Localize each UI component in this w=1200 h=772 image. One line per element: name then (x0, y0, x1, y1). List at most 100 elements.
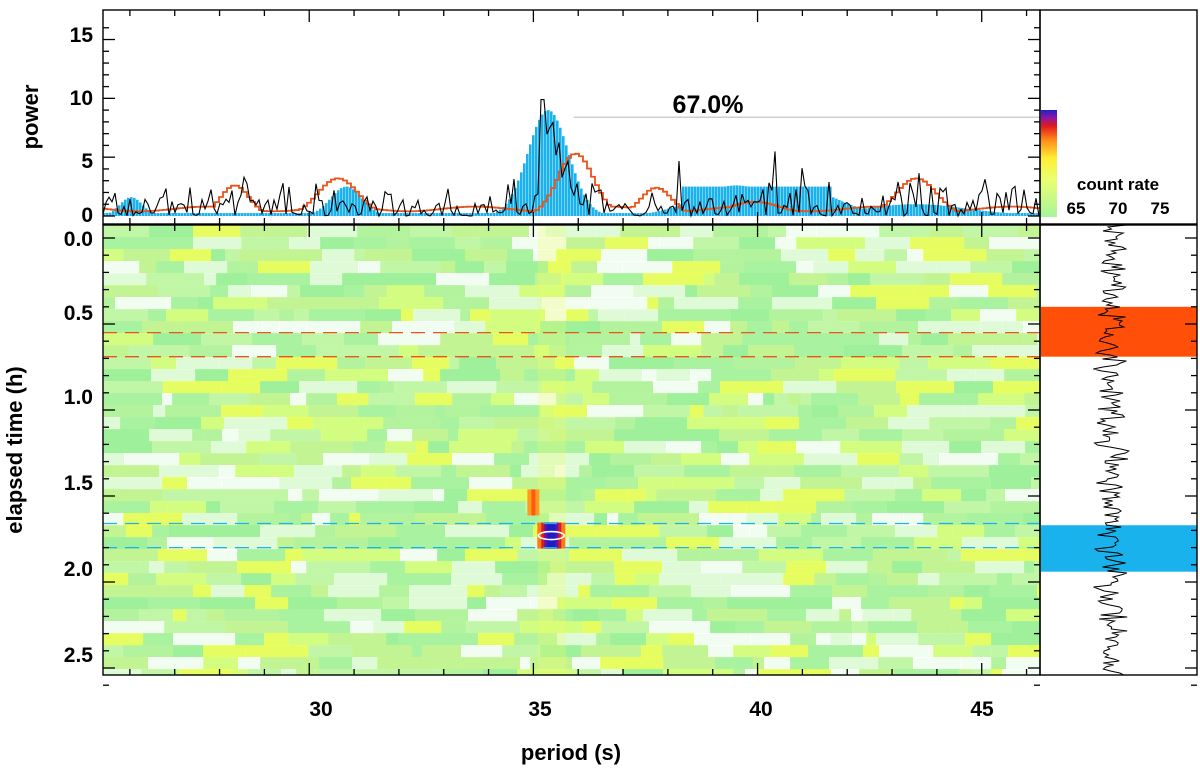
heatmap-cell (349, 513, 361, 526)
heatmap-cell (730, 465, 770, 478)
periodogram-blue-bar (811, 186, 814, 216)
heatmap-cell (750, 285, 773, 298)
heatmap-cell (928, 357, 992, 370)
heatmap-cell (649, 621, 711, 634)
heatmap-cell (300, 249, 323, 262)
periodogram-blue-bar (694, 186, 697, 216)
periodogram-blue-bar (427, 213, 430, 216)
heatmap-cell (808, 645, 864, 658)
heatmap-cell (638, 477, 673, 490)
heatmap-cell (287, 369, 326, 382)
heatmap-cell (646, 633, 670, 646)
periodogram-blue-bar (1009, 213, 1012, 216)
heatmap-cell (356, 501, 415, 514)
heatmap-cell (455, 261, 485, 274)
heatmap-cell (899, 465, 929, 478)
periodogram-blue-bar (1012, 213, 1015, 216)
heatmap-cell (964, 585, 990, 598)
heatmap-cell (489, 297, 543, 310)
heatmap-cell (640, 333, 672, 346)
heatmap-cell (669, 633, 695, 646)
periodogram-blue-bar (409, 213, 412, 216)
heatmap-cell (206, 609, 225, 622)
heatmap-cell (394, 381, 448, 394)
periodogram-blue-bar (691, 186, 694, 216)
heatmap-cell (989, 237, 1040, 250)
heatmap-cell (418, 345, 473, 358)
heatmap-cell (103, 273, 147, 286)
heatmap-cell (759, 549, 824, 562)
heatmap-cell (739, 237, 776, 250)
heatmap-cell (948, 549, 962, 562)
periodogram-blue-bar (769, 186, 772, 216)
heatmap-cell (814, 573, 837, 586)
heatmap-cell (128, 573, 157, 586)
heatmap-cell (624, 441, 667, 454)
periodogram-blue-bar (493, 212, 496, 216)
periodogram-blue-bar (874, 207, 877, 216)
heatmap-cell (968, 621, 1013, 634)
periodogram-blue-bar (169, 213, 172, 216)
periodogram-blue-bar (103, 213, 106, 216)
heatmap-cell (872, 513, 904, 526)
heatmap-cell (387, 429, 413, 442)
heatmap-cell (748, 345, 795, 358)
heatmap-cell (863, 645, 880, 658)
heatmap-cell (277, 537, 294, 550)
heatmap-cell (575, 369, 600, 382)
periodogram-blue-bar (634, 213, 637, 216)
periodogram-blue-bar (325, 203, 328, 216)
periodogram-blue-bar (907, 204, 910, 216)
heatmap-cell (494, 453, 530, 466)
heatmap-cell (233, 321, 263, 334)
heatmap-cell (483, 669, 518, 675)
periodogram-blue-bar (889, 205, 892, 216)
heatmap-cell (312, 513, 331, 526)
heatmap-cell (234, 669, 249, 675)
heatmap-cell (480, 405, 531, 418)
heatmap-cell (173, 633, 236, 646)
heatmap-cell (878, 657, 914, 670)
periodogram-blue-bar (919, 204, 922, 216)
heatmap-cell (333, 417, 364, 430)
periodogram-blue-bar (532, 135, 535, 216)
heatmap-cell (267, 297, 331, 310)
heatmap-cell (954, 381, 994, 394)
periodogram-blue-bar (706, 186, 709, 216)
time-tick-1-5: 1.5 (64, 472, 94, 495)
heatmap-cell (961, 657, 992, 670)
power-tick-15: 15 (70, 24, 94, 47)
heatmap-cell (386, 237, 410, 250)
periodogram-blue-bar (241, 213, 244, 216)
periodogram-blue-bar (592, 207, 595, 216)
periodogram-blue-bar (313, 212, 316, 216)
periodogram-blue-bar (448, 213, 451, 216)
heatmap-cell (699, 513, 747, 526)
periodogram-blue-bar (451, 213, 454, 216)
heatmap-cell (221, 381, 261, 394)
heatmap-cell (319, 657, 353, 670)
heatmap-cell (415, 393, 453, 406)
heatmap-cell (749, 453, 805, 466)
periodogram-blue-bar (805, 186, 808, 216)
heatmap-cell (939, 573, 998, 586)
periodogram-blue-bar (343, 186, 346, 216)
periodogram-blue-bar (781, 186, 784, 216)
heatmap-cell (788, 393, 802, 406)
heatmap-cell (184, 261, 228, 274)
heatmap-cell (735, 621, 765, 634)
heatmap-cell (895, 369, 948, 382)
periodogram-blue-bar (619, 213, 622, 216)
heatmap-cell (581, 645, 642, 658)
heatmap-cell (929, 633, 966, 646)
periodogram-blue-bar (112, 210, 115, 216)
heatmap-cell (465, 549, 518, 562)
secondary-peak-core (531, 489, 536, 516)
heatmap-cell (288, 585, 312, 598)
periodogram-blue-bar (655, 211, 658, 216)
heatmap-cell (949, 285, 989, 298)
periodogram-blue-bar (520, 172, 523, 216)
periodogram-blue-bar (1015, 213, 1018, 216)
heatmap-cell (715, 657, 754, 670)
heatmap-cell (967, 513, 1024, 526)
